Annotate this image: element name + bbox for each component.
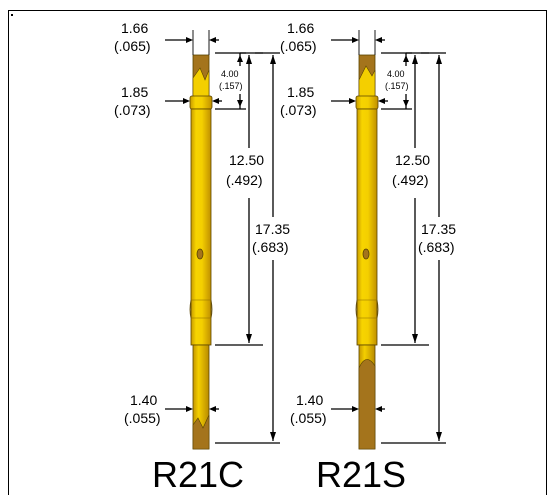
plunger-width-in: (.055): [290, 410, 327, 426]
plunger-width-mm: 1.40: [296, 392, 323, 408]
barrel-length-mm: 12.50: [395, 152, 430, 168]
barrel-length-in: (.492): [392, 172, 429, 188]
dimensions-r21s: 1.66 (.065) 1.85 (.073) 4.00 (.157) 12.5…: [280, 20, 456, 444]
barrel: [355, 108, 379, 346]
collar-width-mm: 1.85: [287, 84, 314, 100]
total-length-mm: 17.35: [255, 221, 290, 237]
plunger-width-mm: 1.40: [130, 392, 157, 408]
barrel-length-in: (.492): [226, 172, 263, 188]
total-length-in: (.683): [418, 239, 455, 255]
collar-offset-in: (.157): [219, 81, 243, 91]
collar-offset-in: (.157): [385, 81, 409, 91]
collar-width-mm: 1.85: [121, 84, 148, 100]
total-length-in: (.683): [252, 239, 289, 255]
top-plunger: [192, 54, 210, 98]
model-label-r21s: R21S: [316, 454, 406, 495]
dimensions-r21c: 1.66 (.065) 1.85 (.073) 4.00 (.157) 12.5…: [114, 20, 290, 444]
top-width-mm: 1.66: [121, 20, 148, 36]
collar: [355, 95, 379, 110]
pin-r21s: [355, 54, 379, 450]
plunger-width-in: (.055): [124, 410, 161, 426]
corner-dot: [11, 14, 13, 16]
barrel-length-mm: 12.50: [229, 152, 264, 168]
top-plunger: [358, 54, 376, 98]
barrel: [189, 108, 213, 346]
crimp-dimple: [196, 248, 204, 260]
collar-offset-mm: 4.00: [387, 69, 405, 79]
collar-offset-mm: 4.00: [221, 69, 239, 79]
lower-plunger: [358, 344, 376, 450]
total-length-mm: 17.35: [421, 221, 456, 237]
drawing-frame: [8, 10, 547, 495]
collar-width-in: (.073): [114, 102, 151, 118]
lower-plunger: [192, 344, 210, 450]
top-width-in: (.065): [280, 38, 317, 54]
top-width-in: (.065): [114, 38, 151, 54]
top-width-mm: 1.66: [287, 20, 314, 36]
pin-r21c: [189, 54, 213, 450]
model-label-r21c: R21C: [152, 454, 244, 495]
collar-width-in: (.073): [280, 102, 317, 118]
crimp-dimple: [362, 248, 370, 260]
collar: [189, 95, 213, 110]
